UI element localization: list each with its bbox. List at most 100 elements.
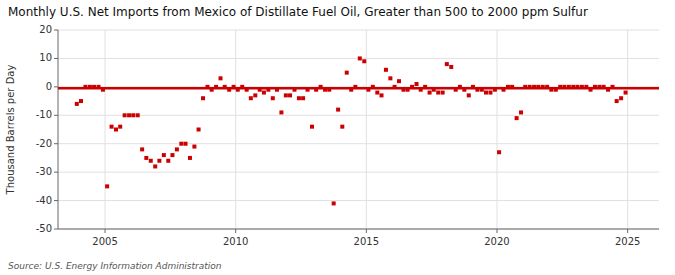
grid-line [58,30,659,31]
point [340,125,344,129]
grid-line [58,200,659,201]
title: Monthly U.S. Net Imports from Mexico of … [8,5,588,19]
tick [54,143,58,144]
point [497,150,501,154]
point [619,96,623,100]
grid-line [105,30,106,229]
point [488,91,492,95]
tick-label: 2015 [354,236,379,247]
tick-label: -50 [36,223,52,234]
point [379,93,383,97]
point [415,82,419,86]
tick [54,30,58,31]
tick [54,115,58,116]
point [162,153,166,157]
point [436,91,440,95]
tick-label: -30 [36,166,52,177]
point [384,68,388,72]
grid-line [58,229,659,230]
tick-label: 0 [46,81,52,92]
point [149,159,153,163]
point [297,96,301,100]
point [170,153,174,157]
point [301,96,305,100]
grid-line [627,30,628,229]
tick-label: 2010 [223,236,248,247]
point [428,91,432,95]
point [118,125,122,129]
point [127,113,131,117]
point [136,113,140,117]
tick [627,229,628,233]
point [388,76,392,80]
point [153,164,157,168]
point [157,159,161,163]
point [219,76,223,80]
plot-area [58,56,659,205]
x-axis-line [58,229,659,230]
point [253,93,257,97]
tick [54,229,58,230]
tick-label: -40 [36,195,52,206]
point [288,93,292,97]
point [131,113,135,117]
point [615,99,619,103]
point [144,156,148,160]
tick-label: 10 [39,52,52,63]
tick [54,200,58,201]
tick-label: 20 [39,24,52,35]
grid-line [496,30,497,229]
tick [105,229,106,233]
point [179,142,183,146]
grid-line [58,115,659,116]
tick [235,229,236,233]
point [184,142,188,146]
point [192,145,196,149]
point [397,79,401,83]
point [197,128,201,132]
point [201,96,205,100]
point [445,62,449,66]
point [375,91,379,95]
tick [54,58,58,59]
grid-line [58,143,659,144]
tick [54,86,58,87]
point [271,96,275,100]
point [515,116,519,120]
point [519,110,523,114]
tick [366,229,367,233]
point [114,128,118,132]
tick [54,172,58,173]
point [362,59,366,63]
point [358,56,362,60]
grid [58,30,659,229]
point [467,93,471,97]
point [284,93,288,97]
tick-label: 2005 [92,236,117,247]
point [166,159,170,163]
point [262,91,266,95]
point [123,113,127,117]
point [336,108,340,112]
point [249,96,253,100]
point [279,110,283,114]
trend-line [58,87,659,90]
point [188,156,192,160]
y-axis-label: Thousand Barrels per Day [5,65,16,196]
point [624,91,628,95]
tick-label: -20 [36,138,52,149]
tick-label: -10 [36,109,52,120]
point [105,184,109,188]
point [441,91,445,95]
tick-label: 2020 [484,236,509,247]
tick-label: 2025 [615,236,640,247]
point [345,71,349,75]
point [140,147,144,151]
grid-line [235,30,236,229]
source-note: Source: U.S. Energy Information Administ… [8,261,222,271]
point [484,91,488,95]
point [449,65,453,69]
point [79,99,83,103]
chart: -50 -40 -30 -20 -10 0 10 20 2005 2010 2015 2020 2025… [0,0,675,275]
tick [496,229,497,233]
